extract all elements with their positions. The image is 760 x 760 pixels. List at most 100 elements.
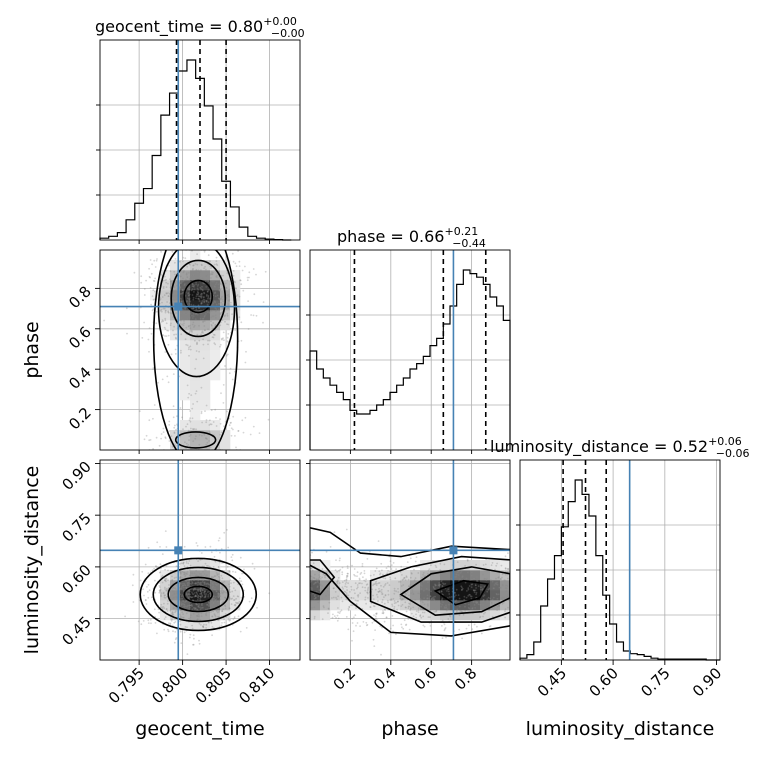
- sample-point: [403, 576, 406, 579]
- sample-point: [435, 610, 438, 613]
- sample-point: [217, 619, 220, 622]
- sample-point: [171, 612, 174, 615]
- sample-point: [501, 583, 504, 586]
- sample-point: [180, 586, 183, 588]
- sample-point: [219, 313, 222, 316]
- sample-point: [450, 596, 453, 598]
- sample-point: [190, 604, 193, 607]
- sample-point: [472, 600, 475, 603]
- sample-point: [386, 572, 389, 575]
- sample-point: [496, 605, 499, 608]
- sample-point: [202, 282, 205, 285]
- density-cell: [480, 610, 491, 621]
- density-cell: [460, 570, 471, 581]
- sample-point: [400, 595, 403, 598]
- sample-point: [164, 328, 167, 330]
- density-cell: [190, 440, 201, 450]
- sample-point: [239, 556, 242, 559]
- sample-point: [423, 575, 426, 578]
- sample-point: [200, 603, 203, 606]
- sample-point: [179, 563, 181, 565]
- sample-point: [198, 588, 201, 591]
- sample-point: [323, 606, 325, 609]
- density-cell: [220, 570, 231, 581]
- sample-point: [207, 289, 210, 291]
- sample-point: [192, 304, 195, 307]
- sample-point: [356, 594, 359, 597]
- sample-point: [364, 589, 367, 592]
- sample-point: [500, 597, 503, 599]
- sample-point: [214, 615, 217, 618]
- sample-point: [226, 313, 229, 315]
- sample-point: [189, 277, 192, 279]
- sample-point: [124, 615, 126, 618]
- sample-point: [408, 602, 410, 605]
- sample-point: [163, 579, 166, 582]
- sample-point: [346, 589, 348, 591]
- sample-point: [160, 273, 162, 276]
- sample-point: [179, 435, 181, 438]
- density-cell: [470, 610, 481, 621]
- sample-point: [158, 611, 161, 614]
- sample-point: [351, 622, 354, 624]
- sample-point: [419, 597, 422, 600]
- sample-point: [182, 318, 184, 321]
- sample-point: [218, 576, 221, 579]
- sample-point: [180, 587, 183, 590]
- sample-point: [495, 577, 497, 580]
- sample-point: [164, 597, 167, 599]
- sample-point: [321, 618, 324, 621]
- sample-point: [196, 253, 199, 256]
- sample-point: [323, 574, 326, 577]
- sample-point: [204, 596, 207, 598]
- sample-point: [481, 589, 484, 591]
- sample-point: [172, 596, 175, 599]
- density-cell: [200, 560, 211, 571]
- sample-point: [477, 603, 480, 606]
- sample-point: [208, 339, 211, 342]
- sample-point: [188, 311, 191, 313]
- sample-point: [200, 596, 202, 599]
- sample-point: [191, 417, 194, 420]
- density-cell: [430, 570, 441, 581]
- sample-point: [125, 307, 128, 310]
- sample-point: [248, 271, 251, 274]
- sample-point: [238, 316, 241, 319]
- sample-point: [184, 574, 187, 577]
- sample-point: [195, 595, 198, 597]
- sample-point: [180, 616, 183, 618]
- density-cell: [200, 390, 211, 401]
- sample-point: [199, 275, 201, 278]
- sample-point: [507, 552, 509, 554]
- sample-point: [188, 288, 191, 291]
- sample-point: [486, 600, 489, 603]
- density-cell: [460, 580, 471, 591]
- sample-point: [495, 564, 498, 567]
- sample-point: [204, 590, 206, 593]
- sample-point: [178, 293, 181, 295]
- density-cell: [190, 580, 201, 591]
- sample-point: [231, 378, 234, 381]
- sample-point: [174, 348, 177, 351]
- sample-point: [381, 626, 383, 629]
- sample-point: [250, 597, 253, 600]
- sample-point: [477, 585, 480, 587]
- sample-point: [149, 439, 152, 441]
- sample-point: [167, 292, 169, 294]
- sample-point: [218, 602, 220, 605]
- histogram-geocent-time: [99, 40, 300, 241]
- sample-point: [362, 621, 365, 623]
- sample-point: [412, 606, 415, 609]
- sample-point: [241, 583, 244, 586]
- density-cell: [190, 620, 201, 631]
- sample-point: [150, 272, 153, 275]
- sample-point: [196, 343, 198, 346]
- sample-point: [436, 601, 438, 604]
- sample-point: [455, 576, 457, 578]
- sample-point: [160, 594, 162, 596]
- sample-point: [361, 582, 363, 585]
- sample-point: [220, 562, 223, 564]
- sample-point: [173, 621, 176, 624]
- sample-point: [213, 285, 216, 288]
- density-cell: [480, 570, 491, 581]
